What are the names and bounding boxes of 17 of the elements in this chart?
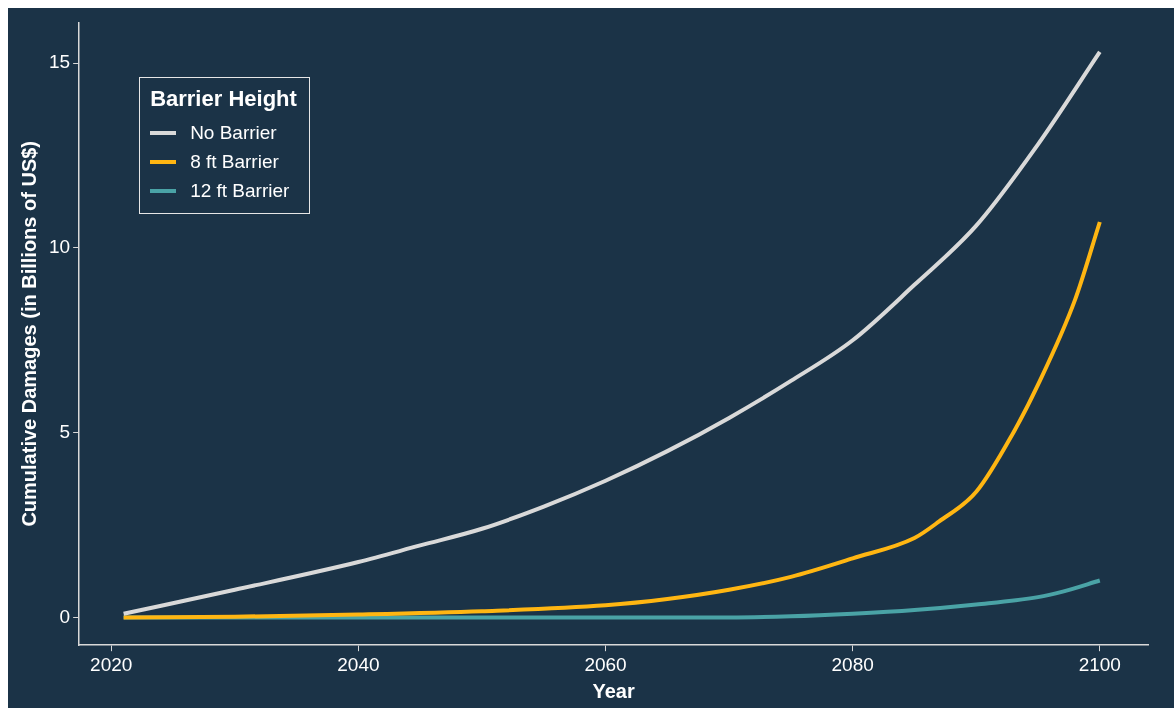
legend-label: 12 ft Barrier [190, 179, 290, 202]
legend-label: No Barrier [190, 121, 277, 144]
line-series [121, 49, 1102, 616]
x-axis-title: Year [592, 679, 635, 702]
x-tick-label: 2100 [1078, 653, 1121, 675]
x-tick-label: 2060 [584, 653, 627, 675]
y-tick-label: 0 [59, 605, 71, 627]
x-tick-label: 2040 [337, 653, 380, 675]
y-tick-label: 15 [48, 51, 71, 73]
y-tick-label: 5 [59, 420, 71, 442]
x-tick-label: 2080 [831, 653, 874, 675]
legend-title: Barrier Height [150, 86, 297, 113]
y-axis-title: Cumulative Damages (in Billions of US$) [17, 140, 40, 527]
legend-label: 8 ft Barrier [190, 150, 279, 173]
x-tick-label: 2020 [90, 653, 133, 675]
y-tick-label: 10 [48, 236, 71, 258]
line-series [121, 219, 1102, 620]
